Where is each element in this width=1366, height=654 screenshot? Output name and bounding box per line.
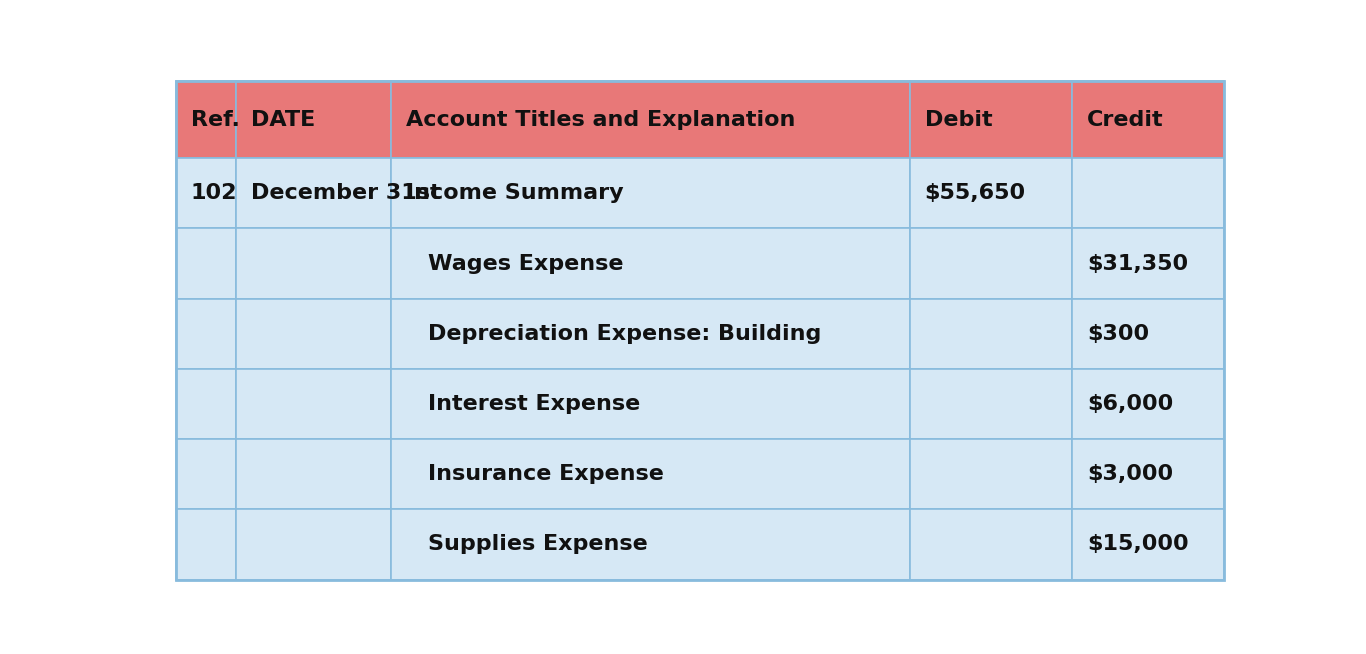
Bar [1072, 81, 1224, 158]
Bar [910, 81, 1072, 158]
Bar [236, 369, 391, 439]
Bar [910, 369, 1072, 439]
Bar [1072, 509, 1224, 579]
Text: DATE: DATE [250, 110, 314, 129]
Bar [236, 509, 391, 579]
Bar [910, 299, 1072, 369]
Bar [391, 158, 910, 228]
Bar [1072, 158, 1224, 228]
Text: Interest Expense: Interest Expense [428, 394, 641, 414]
Text: $15,000: $15,000 [1087, 534, 1188, 555]
Bar [236, 439, 391, 509]
Text: $31,350: $31,350 [1087, 254, 1188, 273]
Text: $3,000: $3,000 [1087, 464, 1173, 484]
Bar [236, 299, 391, 369]
Text: 102: 102 [191, 183, 238, 203]
Bar [176, 158, 236, 228]
Bar [391, 228, 910, 299]
Bar [236, 158, 391, 228]
Text: Wages Expense: Wages Expense [428, 254, 623, 273]
Bar [1072, 439, 1224, 509]
Text: Insurance Expense: Insurance Expense [428, 464, 664, 484]
Bar [910, 158, 1072, 228]
Bar [391, 369, 910, 439]
Bar [176, 81, 236, 158]
Bar [236, 228, 391, 299]
Text: Ref.: Ref. [191, 110, 240, 129]
Bar [1072, 299, 1224, 369]
Bar [910, 228, 1072, 299]
Bar [176, 439, 236, 509]
Bar [391, 509, 910, 579]
Bar [176, 369, 236, 439]
Bar [391, 81, 910, 158]
Bar [176, 228, 236, 299]
Bar [1072, 228, 1224, 299]
Text: Account Titles and Explanation: Account Titles and Explanation [406, 110, 795, 129]
Text: $55,650: $55,650 [925, 183, 1026, 203]
Text: Depreciation Expense: Building: Depreciation Expense: Building [428, 324, 821, 344]
Bar [391, 439, 910, 509]
Text: Debit: Debit [925, 110, 992, 129]
Bar [176, 299, 236, 369]
Text: Supplies Expense: Supplies Expense [428, 534, 647, 555]
Bar [1072, 369, 1224, 439]
Bar [391, 299, 910, 369]
Text: Credit: Credit [1087, 110, 1164, 129]
Text: $300: $300 [1087, 324, 1149, 344]
Bar [236, 81, 391, 158]
Text: $6,000: $6,000 [1087, 394, 1173, 414]
Bar [910, 439, 1072, 509]
Bar [910, 509, 1072, 579]
Bar [176, 509, 236, 579]
Text: Income Summary: Income Summary [406, 183, 623, 203]
Text: December 31st: December 31st [250, 183, 440, 203]
